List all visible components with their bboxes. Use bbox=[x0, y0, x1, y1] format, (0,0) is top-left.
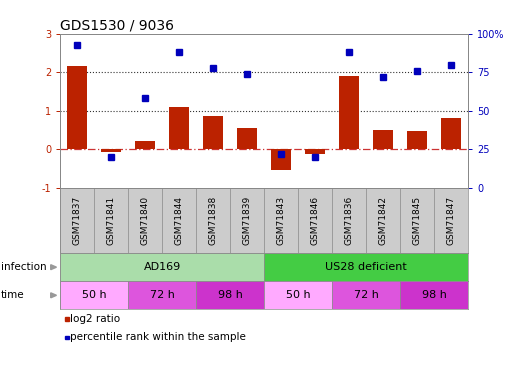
Text: GSM71836: GSM71836 bbox=[345, 196, 354, 245]
Text: log2 ratio: log2 ratio bbox=[70, 314, 120, 324]
Text: infection: infection bbox=[1, 262, 46, 272]
Bar bbox=[400, 281, 468, 309]
Bar bbox=[169, 107, 189, 149]
Bar bbox=[196, 281, 264, 309]
Bar bbox=[305, 149, 325, 154]
Bar bbox=[203, 116, 223, 149]
Text: 50 h: 50 h bbox=[286, 290, 311, 300]
Text: GSM71845: GSM71845 bbox=[413, 196, 422, 245]
Text: GSM71838: GSM71838 bbox=[209, 196, 218, 245]
Text: 72 h: 72 h bbox=[354, 290, 379, 300]
Text: time: time bbox=[1, 290, 24, 300]
Text: 50 h: 50 h bbox=[82, 290, 107, 300]
Text: AD169: AD169 bbox=[143, 262, 181, 272]
Text: GSM71846: GSM71846 bbox=[311, 196, 320, 245]
Text: 98 h: 98 h bbox=[422, 290, 447, 300]
Bar bbox=[101, 149, 121, 152]
Bar bbox=[264, 253, 468, 281]
Bar bbox=[271, 149, 291, 170]
Bar bbox=[373, 130, 393, 149]
Text: 72 h: 72 h bbox=[150, 290, 175, 300]
Text: GSM71837: GSM71837 bbox=[73, 196, 82, 245]
Bar bbox=[128, 281, 196, 309]
Text: percentile rank within the sample: percentile rank within the sample bbox=[70, 333, 246, 342]
Text: 98 h: 98 h bbox=[218, 290, 243, 300]
Bar bbox=[60, 281, 128, 309]
Bar bbox=[407, 130, 427, 149]
Bar bbox=[339, 76, 359, 149]
Text: GSM71839: GSM71839 bbox=[243, 196, 252, 245]
Bar bbox=[237, 128, 257, 149]
Bar bbox=[332, 281, 400, 309]
Text: GSM71847: GSM71847 bbox=[447, 196, 456, 245]
Bar bbox=[441, 118, 461, 149]
Text: GDS1530 / 9036: GDS1530 / 9036 bbox=[60, 19, 174, 33]
Bar bbox=[264, 281, 332, 309]
Text: GSM71843: GSM71843 bbox=[277, 196, 286, 245]
Text: GSM71844: GSM71844 bbox=[175, 196, 184, 245]
Text: GSM71842: GSM71842 bbox=[379, 196, 388, 245]
Text: GSM71840: GSM71840 bbox=[141, 196, 150, 245]
Bar bbox=[67, 66, 87, 149]
Text: GSM71841: GSM71841 bbox=[107, 196, 116, 245]
Bar bbox=[60, 253, 264, 281]
Text: US28 deficient: US28 deficient bbox=[325, 262, 407, 272]
Bar bbox=[135, 141, 155, 149]
